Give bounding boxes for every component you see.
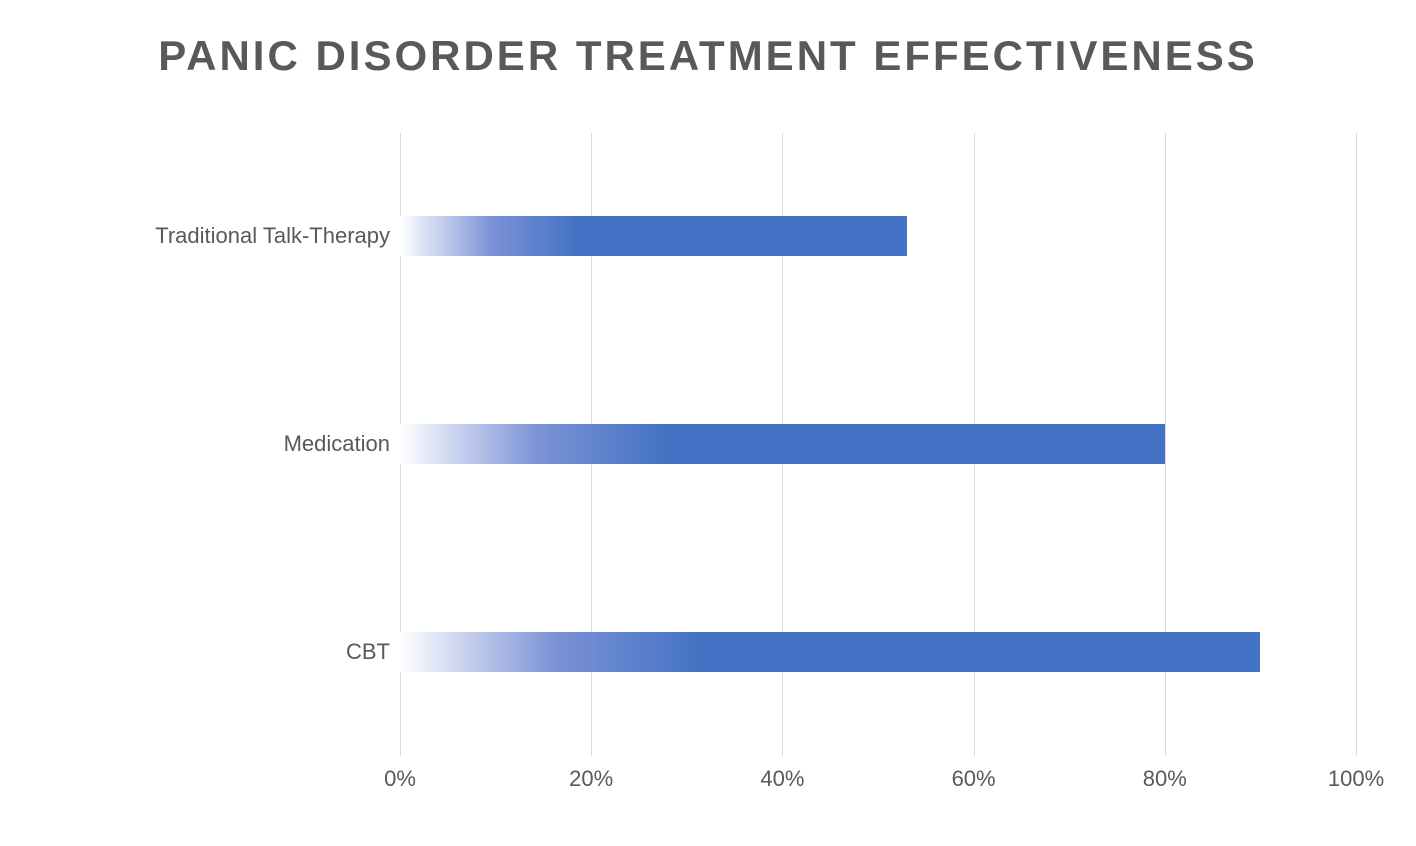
x-tick: 20% [569, 766, 613, 792]
chart-area: Traditional Talk-Therapy Medication CBT [60, 133, 1356, 807]
bar-cbt [400, 632, 1260, 672]
x-tick: 40% [760, 766, 804, 792]
bar-medication [400, 424, 1165, 464]
x-tick: 60% [952, 766, 996, 792]
x-tick: 80% [1143, 766, 1187, 792]
x-axis: 0% 20% 40% 60% 80% 100% [400, 756, 1356, 806]
bar-traditional-talk-therapy [400, 216, 907, 256]
plot-inner [400, 133, 1356, 757]
x-tick: 100% [1328, 766, 1384, 792]
chart-title: PANIC DISORDER TREATMENT EFFECTIVENESS [60, 30, 1356, 83]
y-label: CBT [60, 632, 390, 672]
bar-row [400, 216, 1356, 256]
y-label: Traditional Talk-Therapy [60, 216, 390, 256]
plot-area: 0% 20% 40% 60% 80% 100% [400, 133, 1356, 807]
bar-row [400, 424, 1356, 464]
gridline [1356, 133, 1357, 757]
y-label: Medication [60, 424, 390, 464]
x-tick: 0% [384, 766, 416, 792]
y-axis-labels: Traditional Talk-Therapy Medication CBT [60, 133, 400, 807]
bar-row [400, 632, 1356, 672]
